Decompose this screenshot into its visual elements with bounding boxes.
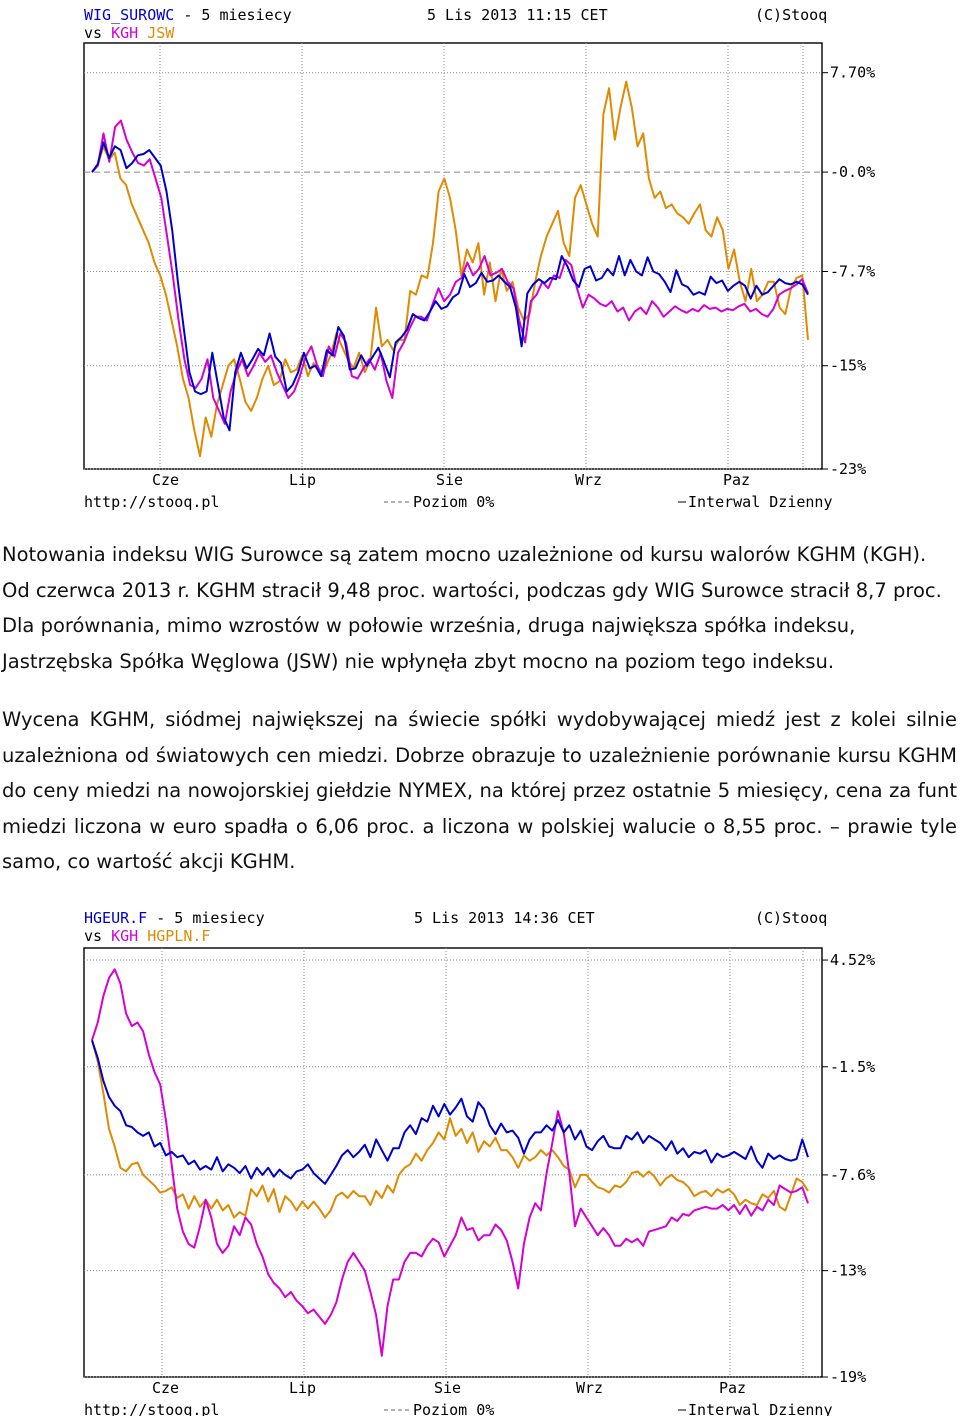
x-tick-label: Wrz [576, 1379, 603, 1397]
series-line-wig-surowc [91, 141, 809, 432]
x-tick-label: Cze [152, 1379, 179, 1397]
chart-period: - 5 miesiecy [183, 6, 292, 24]
chart-vs: vs [84, 927, 103, 945]
chart-compare-1: KGH [111, 24, 139, 42]
chart-compare-1: KGH [111, 927, 139, 945]
chart-source: http://stooq.pl [84, 493, 219, 511]
interval-label: Interwal Dzienny [688, 1401, 833, 1416]
chart-wig-surowce: WIG_SUROWC - 5 miesiecy vs KGH JSW 5 Lis… [0, 0, 960, 520]
chart-source: http://stooq.pl [84, 1401, 219, 1416]
y-tick-label: -0.0% [830, 163, 875, 181]
chart-symbol: HGEUR.F [84, 909, 148, 927]
chart-hgeur: HGEUR.F - 5 miesiecy vs KGH HGPLN.F 5 Li… [0, 903, 960, 1416]
article-paragraph-1: Notowania indeksu WIG Surowce są zatem m… [2, 543, 942, 673]
y-tick-label: -7.6% [830, 1166, 875, 1184]
x-tick-label: Sie [436, 471, 463, 489]
chart-plot-svg: 7.70% -0.0% -7.7% -15% -23% Cze Lip Sie Wrz Paz ht… [83, 42, 875, 511]
y-tick-label: -1.5% [830, 1058, 875, 1076]
series-line-kgh [91, 119, 809, 425]
x-tick-label: Paz [719, 1379, 746, 1397]
chart-compare-2: HGPLN.F [147, 927, 211, 945]
x-tick-label: Sie [434, 1379, 461, 1397]
x-tick-label: Paz [723, 471, 750, 489]
chart-compare-2: JSW [147, 24, 175, 42]
x-tick-label: Lip [289, 471, 316, 489]
chart-plot-svg: 4.52% -1.5% -7.6% -13% -19% Cze Lip Sie Wrz Paz ht… [83, 947, 875, 1416]
x-tick-label: Lip [289, 1379, 316, 1397]
y-tick-label: -7.7% [830, 262, 875, 280]
chart-period: - 5 miesiecy [156, 909, 265, 927]
chart-copyright: (C)Stooq [755, 6, 828, 24]
x-tick-label: Cze [152, 471, 179, 489]
chart-header-line1: WIG_SUROWC - 5 miesiecy [84, 6, 292, 24]
y-tick-label: 7.70% [830, 64, 875, 82]
chart-datetime: 5 Lis 2013 14:36 CET [414, 909, 595, 927]
series-line-jsw [91, 80, 809, 458]
y-tick-label: -23% [830, 460, 866, 478]
y-tick-label: -19% [830, 1368, 866, 1386]
y-tick-label: -13% [830, 1262, 866, 1280]
chart-header-line2: vs KGH JSW [84, 24, 174, 42]
chart-copyright: (C)Stooq [755, 909, 828, 927]
chart-datetime: 5 Lis 2013 11:15 CET [427, 6, 608, 24]
series-line-kgh [91, 968, 809, 1357]
chart-symbol: WIG_SUROWC [84, 6, 175, 24]
series-line-hgpln-f [91, 1039, 809, 1219]
chart-header-line1: HGEUR.F - 5 miesiecy [84, 909, 265, 927]
baseline-legend-label: Poziom 0% [413, 1401, 494, 1416]
y-tick-label: -15% [830, 357, 866, 375]
plot-frame [83, 42, 823, 470]
interval-label: Interwal Dzienny [688, 493, 833, 511]
baseline-legend-label: Poziom 0% [413, 493, 494, 511]
chart-vs: vs [84, 24, 103, 42]
article-paragraph-2: Wycena KGHM, siódmej największej na świe… [2, 708, 957, 874]
x-tick-label: Wrz [575, 471, 602, 489]
chart-header-line2: vs KGH HGPLN.F [84, 927, 210, 945]
series-line-hgeur-f [91, 1039, 809, 1185]
y-tick-label: 4.52% [830, 951, 875, 969]
